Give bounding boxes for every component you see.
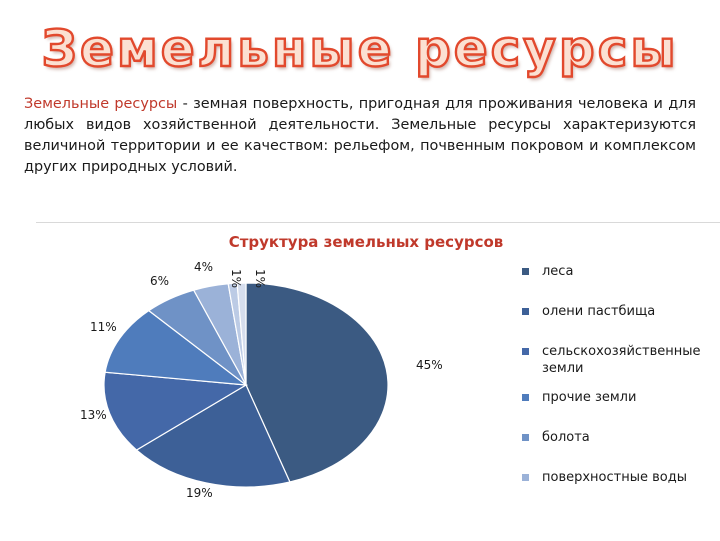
- pie-chart: 45% 19% 13% 11% 6% 4% 1% 1%: [80, 260, 443, 500]
- chart-area: 45% 19% 13% 11% 6% 4% 1% 1% Структура земельных…: [36, 222, 720, 541]
- legend-swatch: [522, 348, 529, 355]
- pie-slice: [135, 384, 291, 488]
- pie-slice: [103, 371, 248, 451]
- pie-data-label: 1%: [253, 269, 267, 288]
- intro-text: - земная поверхность, пригодная для прож…: [24, 96, 696, 175]
- pie-slice: [104, 309, 249, 386]
- pie-slice: [236, 282, 247, 386]
- legend-label: прочие земли: [542, 390, 637, 405]
- pie-data-label: 6%: [150, 274, 169, 288]
- slide-title: Земельные ресурсы: [40, 19, 679, 79]
- pie-data-label: 13%: [80, 408, 107, 422]
- chart-title: Структура земельных ресурсов: [228, 233, 504, 251]
- pie-data-label: 1%: [229, 269, 243, 288]
- intro-paragraph: Земельные ресурсы - земная поверхность, …: [24, 94, 696, 178]
- legend-swatch: [522, 474, 529, 481]
- pie-slice: [245, 282, 389, 483]
- pie-data-label: 19%: [186, 486, 213, 500]
- legend-label: олени пастбища: [542, 304, 656, 319]
- legend-label: болота: [542, 430, 590, 445]
- legend-label: леса: [542, 264, 574, 279]
- legend-swatch: [522, 394, 529, 401]
- intro-term: Земельные ресурсы: [24, 96, 178, 112]
- pie-data-label: 45%: [416, 358, 443, 372]
- legend-swatch: [522, 434, 529, 441]
- pie-data-label: 4%: [194, 260, 213, 274]
- legend-label: сельскохозяйственные земли: [542, 344, 701, 376]
- legend-label: поверхностные воды: [542, 470, 687, 485]
- legend-swatch: [522, 268, 529, 275]
- pie-data-label: 11%: [90, 320, 117, 334]
- legend-swatch: [522, 308, 529, 315]
